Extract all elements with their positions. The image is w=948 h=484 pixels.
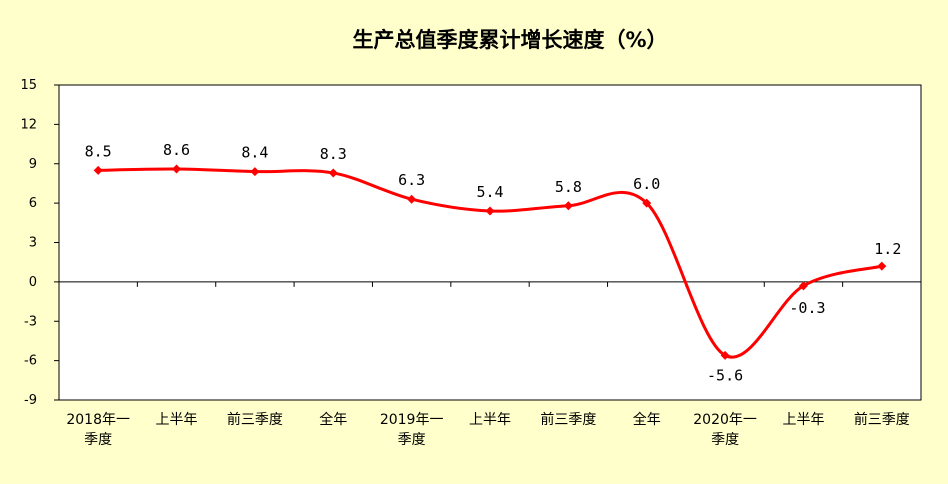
data-point <box>877 261 887 271</box>
y-tick-label: -9 <box>24 393 37 408</box>
data-label: 8.3 <box>320 145 347 163</box>
data-label: 1.2 <box>874 240 901 258</box>
data-point <box>642 198 652 208</box>
x-tick-label: 季度 <box>398 432 426 448</box>
data-point <box>93 165 103 175</box>
data-point <box>485 206 495 216</box>
plot-area <box>58 84 922 401</box>
x-tick-label: 全年 <box>319 411 347 428</box>
x-tick-label: 季度 <box>711 432 739 448</box>
y-tick-label: 12 <box>20 117 37 132</box>
data-label-layer: 8.5 8.6 8.4 8.3 6.3 5.4 5.8 6.0 -5.6 -0.3 1.2 <box>85 141 902 384</box>
data-label: 6.0 <box>633 175 660 193</box>
y-axis: 15 12 9 6 3 0 -3 -6 -9 <box>20 78 921 408</box>
x-tick-label: 2020年一 <box>693 412 757 428</box>
data-point <box>328 168 338 178</box>
data-label: -5.6 <box>707 366 743 384</box>
data-label: 8.5 <box>85 142 112 160</box>
data-point <box>172 164 182 174</box>
data-point <box>407 194 417 204</box>
x-tick-label: 前三季度 <box>854 411 910 428</box>
data-label: 5.8 <box>555 178 582 196</box>
y-tick-label: 0 <box>29 275 37 290</box>
y-tick-label: 3 <box>29 236 37 251</box>
series-line-layer <box>93 164 887 360</box>
x-tick-label: 上半年 <box>782 412 824 428</box>
x-tick-label: 2019年一 <box>380 412 444 428</box>
y-tick-label: -6 <box>24 354 37 369</box>
y-tick-label: 15 <box>20 78 37 93</box>
data-label: 8.6 <box>163 141 190 159</box>
data-label: 8.4 <box>241 144 268 162</box>
data-point <box>563 201 573 211</box>
chart-title: 生产总值季度累计增长速度（%） <box>352 28 667 52</box>
data-label: 6.3 <box>398 171 425 189</box>
x-tick-label: 2018年一 <box>66 412 130 428</box>
series-line <box>98 167 883 359</box>
x-tick-label: 季度 <box>84 432 112 448</box>
data-label: 5.4 <box>476 183 503 201</box>
x-tick-label: 前三季度 <box>540 411 596 428</box>
y-tick-label: 6 <box>29 196 37 211</box>
x-tick-label: 全年 <box>633 411 661 428</box>
data-point <box>250 167 260 177</box>
y-tick-label: 9 <box>29 157 37 172</box>
x-tick-label: 上半年 <box>469 412 511 428</box>
y-tick-label: -3 <box>24 314 37 329</box>
x-tick-label: 上半年 <box>156 412 198 428</box>
x-tick-label: 前三季度 <box>227 411 283 428</box>
data-label: -0.3 <box>789 299 825 317</box>
data-point <box>798 281 808 291</box>
data-point <box>720 350 730 360</box>
